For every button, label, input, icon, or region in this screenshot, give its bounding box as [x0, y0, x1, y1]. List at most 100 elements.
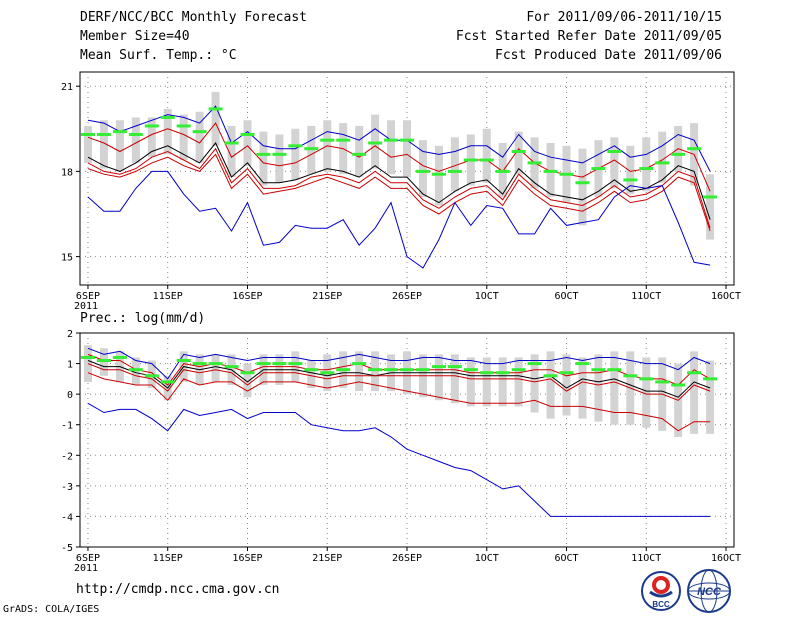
median-marker	[559, 172, 574, 176]
x-tick-label: 11OCT	[631, 553, 661, 564]
median-marker	[288, 144, 303, 148]
box-bar	[387, 120, 396, 175]
series-line-max	[87, 105, 711, 172]
box-bar	[99, 120, 108, 169]
median-marker	[192, 130, 207, 134]
median-marker	[384, 368, 399, 372]
x-tick-label: 11SEP	[153, 291, 183, 302]
x-tick-label: 6OCT	[554, 553, 578, 564]
median-marker	[703, 377, 718, 381]
series-line-min	[87, 170, 711, 269]
median-marker	[320, 138, 335, 142]
y-tick-label: 2	[67, 329, 73, 340]
y-tick-label: 21	[61, 82, 73, 93]
median-marker	[112, 130, 127, 134]
box-bar	[147, 117, 156, 158]
x-tick-label: 6SEP	[76, 553, 100, 564]
median-marker	[112, 355, 127, 359]
box-bar	[418, 140, 427, 197]
x-tick-label: 11SEP	[153, 553, 183, 564]
box-bar	[498, 357, 507, 407]
median-marker	[463, 158, 478, 162]
median-marker	[272, 152, 287, 156]
box-bar	[83, 345, 92, 382]
y-tick-label: 1	[67, 360, 73, 371]
median-marker	[479, 371, 494, 375]
median-marker	[543, 169, 558, 173]
median-marker	[463, 368, 478, 372]
median-marker	[336, 368, 351, 372]
median-marker	[80, 132, 95, 136]
panel-title: Prec.: log(mm/d)	[80, 311, 205, 326]
box-bar	[307, 360, 316, 389]
box-bar	[626, 145, 635, 195]
median-marker	[400, 368, 414, 372]
median-marker	[272, 362, 287, 366]
series-line-p10	[87, 147, 711, 229]
median-marker	[176, 124, 191, 128]
median-marker	[192, 362, 207, 366]
median-marker	[495, 169, 510, 173]
box-bar	[243, 120, 252, 166]
y-tick-label: -1	[61, 421, 73, 432]
median-marker	[447, 365, 462, 369]
box-bar	[243, 363, 252, 398]
median-marker	[320, 371, 335, 375]
x-tick-label: 21SEP	[312, 553, 342, 564]
x-tick-label: 6OCT	[554, 291, 578, 302]
median-marker	[352, 362, 367, 366]
started-date: Fcst Started Refer Date 2011/09/05	[455, 29, 722, 44]
median-marker	[160, 380, 175, 384]
box-bar	[211, 91, 220, 146]
median-marker	[400, 138, 414, 142]
box-bar	[482, 128, 491, 183]
median-marker	[639, 377, 654, 381]
y-tick-label: -3	[61, 482, 73, 493]
series-line-min	[87, 402, 711, 517]
median-marker	[639, 167, 654, 171]
median-marker	[96, 359, 111, 363]
box-bar	[355, 351, 364, 392]
box-bar	[147, 360, 156, 389]
ncc-logo-icon: NCC	[687, 569, 731, 613]
median-marker	[128, 368, 143, 372]
box-bar	[434, 354, 443, 401]
box-bar	[291, 128, 300, 180]
variable-label: Mean Surf. Temp.: °C	[80, 48, 237, 63]
box-bar	[195, 111, 204, 163]
median-marker	[288, 362, 303, 366]
median-marker	[144, 374, 159, 378]
series-line-p10_lower	[87, 372, 711, 432]
box-bar	[275, 134, 284, 183]
website-url[interactable]: http://cmdp.ncc.cma.gov.cn	[76, 582, 280, 597]
series-line-mean	[87, 142, 711, 220]
median-marker	[623, 374, 638, 378]
median-marker	[96, 132, 111, 136]
median-marker	[431, 365, 446, 369]
box-bar	[99, 348, 108, 376]
median-marker	[368, 368, 383, 372]
x-tick-label: 26SEP	[392, 553, 422, 564]
median-marker	[607, 368, 622, 372]
median-marker	[671, 383, 686, 387]
x-tick-label: 11OCT	[631, 291, 661, 302]
x-tick-label: 16SEP	[232, 553, 262, 564]
series-line-p10_lower	[87, 153, 711, 232]
median-marker	[368, 141, 383, 145]
x-tick-label: 16SEP	[232, 291, 262, 302]
box-bar	[371, 351, 380, 392]
median-marker	[352, 152, 367, 156]
median-marker	[687, 371, 702, 375]
median-marker	[256, 362, 271, 366]
median-marker	[240, 371, 255, 375]
x-tick-label: 1OCT	[475, 553, 499, 564]
median-marker	[655, 380, 670, 384]
series-line-mean	[87, 360, 711, 398]
box-bar	[83, 125, 92, 163]
median-marker	[415, 169, 430, 173]
median-marker	[671, 152, 686, 156]
box-bar	[403, 120, 411, 178]
box-bar	[594, 354, 603, 422]
